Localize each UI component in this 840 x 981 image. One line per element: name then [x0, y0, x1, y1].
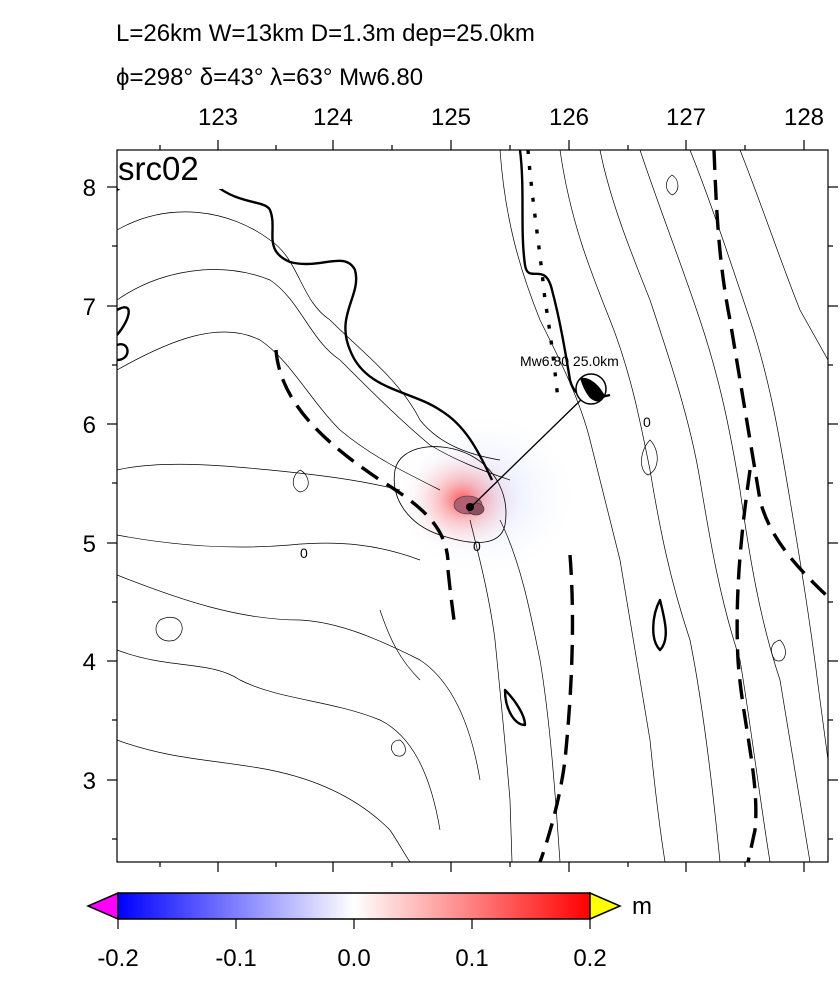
lat-tick-label: 4 [83, 649, 96, 676]
lat-tick-label: 5 [83, 531, 96, 558]
colorbar: -0.2 -0.1 0.0 0.1 0.2 m [86, 891, 652, 972]
focal-mechanism-icon [575, 373, 607, 405]
colorbar-under-arrow [86, 891, 119, 921]
rupture-outline [393, 446, 507, 543]
panel-label-bg [118, 151, 222, 189]
panel-label: src02 [118, 150, 199, 187]
map-frame [116, 149, 829, 863]
longitude-labels: 123 124 125 126 127 128 [198, 104, 824, 131]
colorbar-unit: m [632, 893, 652, 920]
beachball-link [471, 392, 589, 507]
lon-tick-label: 125 [431, 104, 471, 131]
colorbar-over-arrow [589, 891, 622, 921]
colorbar-tick-label: 0.0 [337, 945, 370, 972]
colorbar-tick-label: -0.1 [215, 945, 256, 972]
lat-tick-label: 8 [83, 175, 96, 202]
lon-tick-label: 123 [198, 104, 238, 131]
epicenter-marker [466, 503, 474, 511]
axis-ticks [107, 140, 838, 872]
colorbar-tick-label: 0.1 [455, 945, 488, 972]
parameter-line-1: L=26km W=13km D=1.3m dep=25.0km [116, 20, 535, 47]
lon-tick-label: 126 [549, 104, 589, 131]
lon-tick-label: 128 [784, 104, 824, 131]
colorbar-scale [117, 892, 591, 920]
parameter-line-2: ϕ=298° δ=43° λ=63° Mw6.80 [116, 64, 424, 91]
colorbar-tick-label: 0.2 [573, 945, 606, 972]
contour-label-zero: 0 [473, 538, 481, 554]
map-panel: Mw6.80 25.0km 0 0 0 src02 [116, 149, 829, 863]
colorbar-tick-label: -0.2 [97, 945, 138, 972]
lon-tick-label: 127 [666, 104, 706, 131]
contour-label-zero: 0 [300, 545, 308, 561]
event-label: Mw6.80 25.0km [520, 353, 619, 369]
lat-tick-label: 3 [83, 768, 96, 795]
trench-lines [274, 150, 828, 862]
lon-tick-label: 124 [313, 104, 353, 131]
bathymetry-contours [117, 150, 828, 862]
latitude-labels: 8 7 6 5 4 3 [83, 175, 96, 795]
contour-label-zero: 0 [643, 414, 651, 430]
lat-tick-label: 7 [83, 294, 96, 321]
lat-tick-label: 6 [83, 412, 96, 439]
